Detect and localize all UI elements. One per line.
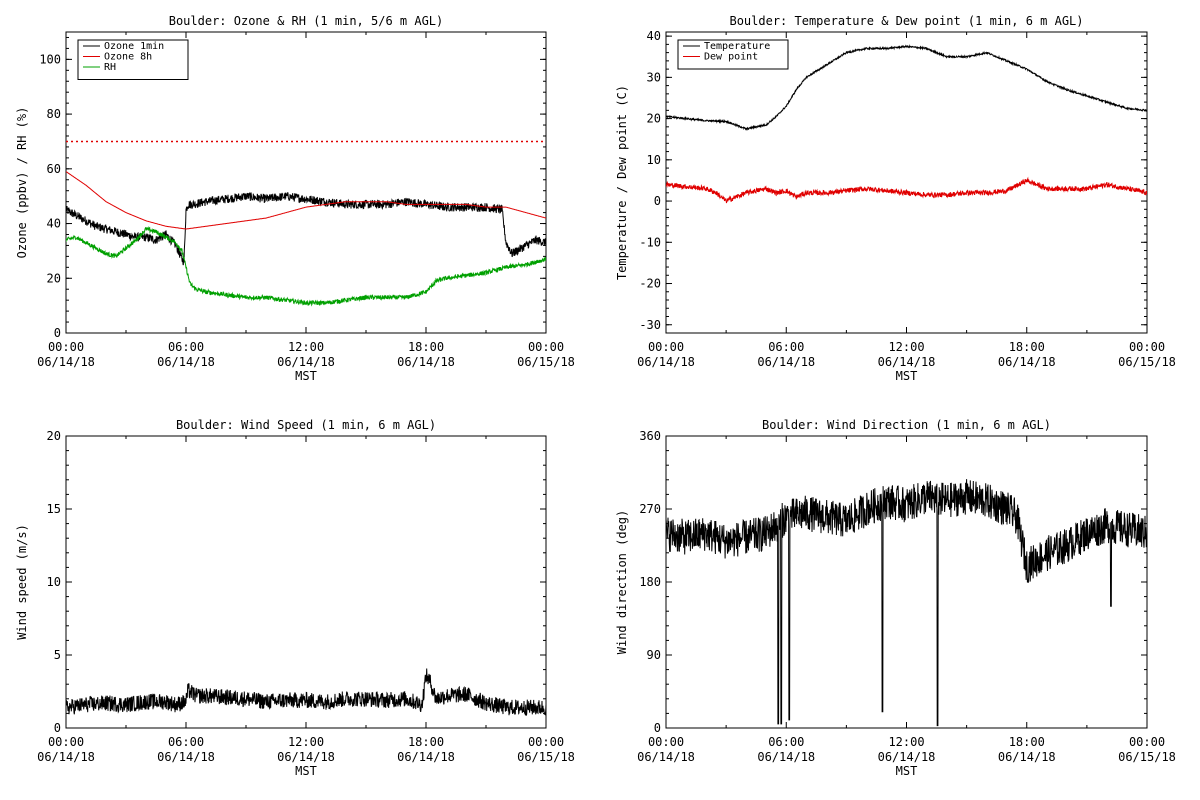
x-tick-time: 12:00: [888, 340, 924, 354]
x-tick-time: 06:00: [168, 340, 204, 354]
x-tick-time: 18:00: [408, 340, 444, 354]
y-axis-label: Temperature / Dew point (C): [615, 85, 629, 280]
chart-title: Boulder: Wind Speed (1 min, 6 m AGL): [176, 418, 436, 432]
y-tick-label: 40: [647, 29, 661, 43]
y-tick-label: 15: [47, 502, 61, 516]
plot-frame: [665, 435, 1148, 729]
x-tick-date: 06/14/18: [37, 750, 95, 764]
x-tick-date: 06/14/18: [157, 750, 215, 764]
plot-frame: [65, 435, 547, 729]
y-tick-label: 10: [47, 575, 61, 589]
x-tick-date: 06/14/18: [757, 750, 815, 764]
x-tick-date: 06/14/18: [397, 750, 455, 764]
x-tick-date: 06/15/18: [1118, 355, 1176, 369]
x-tick-time: 00:00: [648, 735, 684, 749]
y-tick-label: 100: [39, 52, 61, 66]
series-line-2: [66, 225, 546, 307]
y-tick-label: 360: [639, 429, 661, 443]
x-tick-time: 00:00: [48, 340, 84, 354]
y-tick-label: 0: [654, 194, 661, 208]
y-tick-label: 90: [647, 648, 661, 662]
legend-label: RH: [104, 62, 116, 73]
y-tick-label: -20: [639, 277, 661, 291]
y-tick-label: 80: [47, 107, 61, 121]
y-tick-label: 270: [639, 502, 661, 516]
series-line-0: [66, 668, 546, 716]
x-tick-time: 18:00: [1009, 340, 1045, 354]
x-tick-time: 00:00: [648, 340, 684, 354]
chart-1: Boulder: Temperature & Dew point (1 min,…: [615, 14, 1176, 383]
y-tick-label: 60: [47, 162, 61, 176]
y-axis-label: Ozone (ppbv) / RH (%): [15, 107, 29, 259]
x-tick-date: 06/14/18: [757, 355, 815, 369]
x-tick-time: 06:00: [168, 735, 204, 749]
y-tick-label: 180: [639, 575, 661, 589]
legend-label: Temperature: [704, 41, 770, 52]
x-tick-time: 18:00: [408, 735, 444, 749]
y-tick-label: 20: [647, 112, 661, 126]
y-tick-label: 20: [47, 429, 61, 443]
legend-label: Ozone 1min: [104, 41, 164, 52]
y-tick-label: 20: [47, 271, 61, 285]
x-tick-time: 00:00: [528, 735, 564, 749]
x-axis-label: MST: [295, 369, 317, 383]
x-tick-time: 00:00: [48, 735, 84, 749]
series-line-0: [666, 479, 1147, 727]
y-tick-label: 0: [654, 721, 661, 735]
series-line-1: [666, 176, 1147, 204]
series-line-0: [66, 191, 546, 266]
y-tick-label: 30: [647, 70, 661, 84]
x-tick-date: 06/14/18: [277, 355, 335, 369]
x-tick-date: 06/14/18: [397, 355, 455, 369]
y-tick-label: 0: [54, 326, 61, 340]
legend-label: Ozone 8h: [104, 52, 152, 63]
y-tick-label: 0: [54, 721, 61, 735]
plot-frame: [665, 31, 1148, 334]
x-tick-time: 06:00: [768, 340, 804, 354]
legend-box: [77, 39, 189, 80]
x-axis-label: MST: [295, 764, 317, 778]
x-tick-date: 06/15/18: [1118, 750, 1176, 764]
x-tick-date: 06/14/18: [878, 355, 936, 369]
x-tick-time: 12:00: [888, 735, 924, 749]
y-tick-label: 5: [54, 648, 61, 662]
x-tick-time: 12:00: [288, 735, 324, 749]
series-line-1: [66, 171, 546, 230]
x-axis-label: MST: [896, 764, 918, 778]
x-tick-time: 00:00: [528, 340, 564, 354]
x-tick-date: 06/15/18: [517, 750, 575, 764]
x-axis-label: MST: [896, 369, 918, 383]
x-tick-time: 18:00: [1009, 735, 1045, 749]
chart-2: Boulder: Wind Speed (1 min, 6 m AGL) 0 5 10…: [15, 418, 575, 778]
x-tick-date: 06/14/18: [637, 750, 695, 764]
y-tick-label: -30: [639, 318, 661, 332]
x-tick-time: 00:00: [1129, 735, 1165, 749]
x-tick-time: 06:00: [768, 735, 804, 749]
legend-box: [677, 39, 789, 70]
series-line-0: [666, 44, 1147, 131]
x-tick-time: 00:00: [1129, 340, 1165, 354]
x-tick-date: 06/15/18: [517, 355, 575, 369]
y-tick-label: 10: [647, 153, 661, 167]
chart-title: Boulder: Temperature & Dew point (1 min,…: [729, 14, 1083, 28]
x-tick-date: 06/14/18: [878, 750, 936, 764]
chart-0: Boulder: Ozone & RH (1 min, 5/6 m AGL) 0 2…: [15, 14, 575, 383]
x-tick-date: 06/14/18: [157, 355, 215, 369]
x-tick-time: 12:00: [288, 340, 324, 354]
x-tick-date: 06/14/18: [637, 355, 695, 369]
x-tick-date: 06/14/18: [998, 355, 1056, 369]
y-tick-label: 40: [47, 217, 61, 231]
chart-title: Boulder: Ozone & RH (1 min, 5/6 m AGL): [169, 14, 444, 28]
x-tick-date: 06/14/18: [277, 750, 335, 764]
chart-3: Boulder: Wind Direction (1 min, 6 m AGL)…: [615, 418, 1176, 778]
x-tick-date: 06/14/18: [998, 750, 1056, 764]
y-axis-label: Wind speed (m/s): [15, 524, 29, 640]
y-tick-label: -10: [639, 235, 661, 249]
y-axis-label: Wind direction (deg): [615, 510, 629, 655]
legend-label: Dew point: [704, 52, 758, 63]
chart-title: Boulder: Wind Direction (1 min, 6 m AGL): [762, 418, 1051, 432]
x-tick-date: 06/14/18: [37, 355, 95, 369]
